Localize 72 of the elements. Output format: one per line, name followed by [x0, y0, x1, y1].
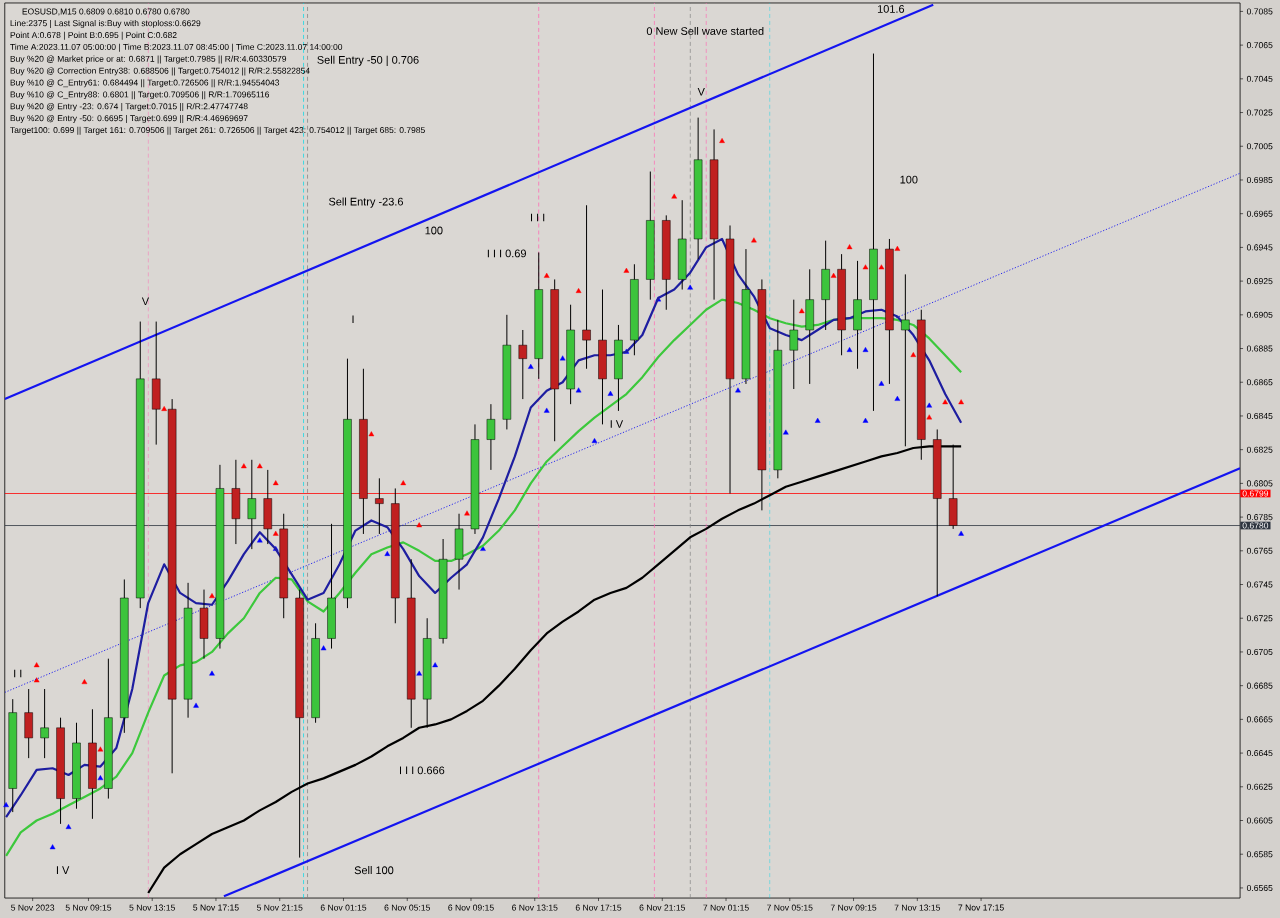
y-tick-label: 0.6825 — [1246, 446, 1273, 453]
y-tick-label: 0.6805 — [1246, 480, 1273, 487]
annotation: I V — [610, 420, 624, 428]
annotation: V — [697, 88, 705, 96]
x-tick-label: 6 Nov 09:15 — [448, 904, 494, 911]
annotation: Buy %10 @ C_Entry61: 0.684494 || Target:0.726506 || R/R:1.94554043 — [10, 79, 280, 88]
annotation: Sell Entry -23.6 — [328, 197, 404, 208]
y-tick-label: 0.6985 — [1246, 176, 1273, 183]
annotation: Target100: 0.699 || Target 161: 0.709506 || Target 261: 0.726506 || Target 423: 0.754012 || Target 685: 0.7985 — [10, 126, 425, 135]
annotation: Line:2375 | Last Signal is:Buy with stoploss:0.6629 — [10, 19, 201, 28]
y-tick-label: 0.6785 — [1246, 514, 1273, 521]
x-tick-label: 6 Nov 17:15 — [575, 904, 622, 911]
ref-line-label: 0.6799 — [1242, 490, 1269, 497]
text: EOSUSD,M15 0.6809 0.6810 0.6780 0.6780 — [22, 8, 190, 16]
annotation: I — [352, 315, 354, 324]
annotation: Buy %20 @ Market price or at: 0.6871 || Target:0.7985 || R/R:4.60330579 — [10, 55, 287, 64]
ref-line-label: 0.6780 — [1242, 522, 1269, 529]
y-tick-label: 0.6845 — [1246, 412, 1273, 419]
y-tick-label: 0.7005 — [1246, 143, 1273, 150]
y-tick-label: 0.6745 — [1246, 581, 1273, 588]
x-tick-label: 5 Nov 17:15 — [193, 904, 239, 911]
annotation: Point A:0.678 | Point B:0.695 | Point C:0.682 — [10, 31, 177, 40]
y-tick-label: 0.6925 — [1246, 278, 1273, 285]
y-tick-label: 0.6725 — [1246, 615, 1273, 622]
annotation: Buy %20 @ Correction Entry38: 0.688506 || Target:0.754012 || R/R:2.55822854 — [10, 67, 310, 76]
y-tick-label: 0.6905 — [1246, 311, 1273, 318]
annotation: 100 — [900, 175, 918, 184]
annotation: Sell Entry -50 | 0.706 — [317, 55, 419, 66]
x-tick-label: 7 Nov 05:15 — [767, 904, 813, 911]
annotation: I I — [14, 669, 22, 678]
x-tick-label: 5 Nov 21:15 — [256, 904, 303, 911]
x-tick-label: 7 Nov 17:15 — [958, 904, 1004, 911]
x-tick-label: 7 Nov 09:15 — [830, 904, 877, 911]
annotation: Buy %20 @ Entry -23: 0.674 | Target:0.7015 || R/R:2.47747748 — [10, 103, 248, 112]
annotation: Buy %20 @ Entry -50: 0.6695 | Target:0.699 || R/R:4.46969697 — [10, 114, 248, 123]
y-tick-label: 0.6665 — [1246, 716, 1273, 723]
annotation: I I I 0.666 — [399, 766, 445, 775]
annotation: Time A:2023.11.07 05:00:00 | Time B:2023.11.07 08:45:00 | Time C:2023.11.07 14:00:00 — [10, 43, 343, 52]
annotation: I I I — [531, 213, 545, 222]
y-tick-label: 0.6865 — [1246, 379, 1273, 386]
y-tick-label: 0.7045 — [1246, 75, 1273, 82]
x-tick-label: 5 Nov 2023 — [11, 904, 55, 911]
x-tick-label: 6 Nov 05:15 — [384, 904, 430, 911]
y-tick-label: 0.6605 — [1246, 817, 1273, 824]
y-tick-label: 0.6645 — [1246, 750, 1273, 757]
y-tick-label: 0.7085 — [1246, 8, 1273, 15]
annotation: Sell 100 — [354, 866, 394, 875]
annotation: Buy %10 @ C_Entry88: 0.6801 || Target:0.709506 || R/R:1.70965116 — [10, 91, 270, 100]
y-tick-label: 0.6565 — [1246, 884, 1273, 891]
annotation: I I I 0.69 — [487, 249, 526, 258]
y-tick-label: 0.6585 — [1246, 851, 1273, 858]
y-tick-label: 0.7025 — [1246, 109, 1273, 116]
y-tick-label: 0.6945 — [1246, 244, 1273, 251]
x-tick-label: 6 Nov 21:15 — [639, 904, 686, 911]
x-tick-label: 7 Nov 13:15 — [894, 904, 941, 911]
annotation: I V — [56, 866, 70, 874]
annotation: 0 New Sell wave started — [646, 26, 764, 35]
x-tick-label: 5 Nov 09:15 — [65, 904, 112, 911]
x-tick-label: 5 Nov 13:15 — [129, 904, 175, 911]
y-tick-label: 0.6765 — [1246, 547, 1273, 554]
annotation: 100 — [425, 226, 443, 235]
y-tick-label: 0.6885 — [1246, 345, 1273, 352]
y-tick-label: 0.6965 — [1246, 210, 1273, 217]
y-tick-label: 0.7065 — [1246, 42, 1273, 49]
x-tick-label: 7 Nov 01:15 — [703, 904, 749, 911]
x-tick-label: 6 Nov 01:15 — [320, 904, 367, 911]
y-tick-label: 0.6625 — [1246, 783, 1273, 790]
x-tick-label: 6 Nov 13:15 — [512, 904, 558, 911]
annotation: V — [141, 297, 150, 306]
annotation: 101.6 — [877, 5, 905, 13]
y-tick-label: 0.6685 — [1246, 682, 1273, 689]
y-tick-label: 0.6705 — [1246, 648, 1273, 655]
